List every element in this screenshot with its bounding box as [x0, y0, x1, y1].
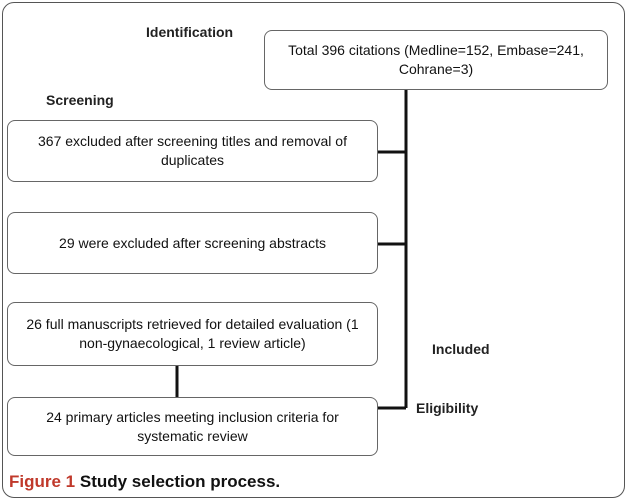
- stage-label: Eligibility: [416, 400, 479, 416]
- caption-label: Figure 1: [9, 472, 76, 491]
- caption-text: Study selection process.: [79, 472, 281, 491]
- flow-box: 367 excluded after screening titles and …: [7, 120, 378, 182]
- caption: Figure 1 Study selection process.: [9, 472, 280, 492]
- flow-box: 24 primary articles meeting inclusion cr…: [7, 397, 378, 456]
- stage-label: Screening: [46, 92, 114, 108]
- flow-box: 29 were excluded after screening abstrac…: [7, 212, 378, 274]
- flow-box: Total 396 citations (Medline=152, Embase…: [264, 30, 608, 90]
- stage-label: Identification: [146, 24, 234, 40]
- frame: [2, 2, 625, 498]
- stage-label: Included: [432, 341, 490, 357]
- flow-box: 26 full manuscripts retrieved for detail…: [7, 302, 378, 366]
